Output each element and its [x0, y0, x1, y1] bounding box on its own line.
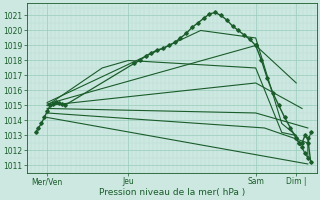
X-axis label: Pression niveau de la mer( hPa ): Pression niveau de la mer( hPa ): [99, 188, 245, 197]
